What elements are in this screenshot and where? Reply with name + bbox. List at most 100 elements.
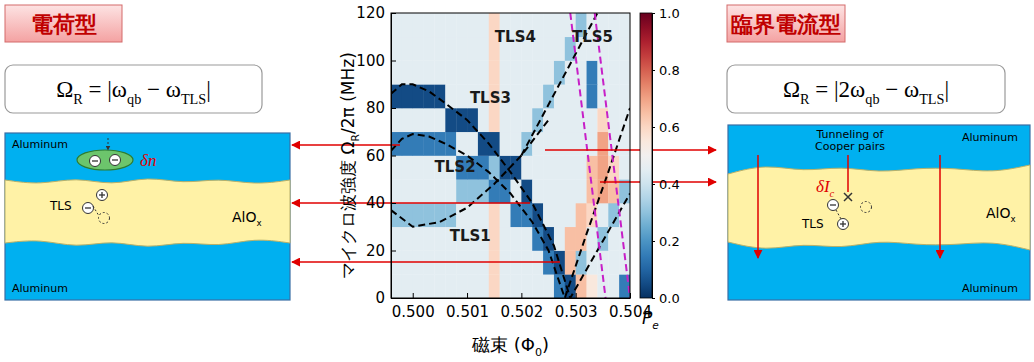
fit-curve bbox=[391, 84, 630, 298]
heatmap-cell bbox=[424, 84, 435, 108]
colorbar-tick: 0.4 bbox=[652, 177, 680, 192]
heatmap-cell bbox=[456, 37, 467, 61]
tick-label: 0.2 bbox=[659, 234, 680, 249]
heatmap-cell bbox=[456, 274, 467, 298]
charge-cloud bbox=[77, 150, 133, 170]
heatmap-cell bbox=[511, 132, 522, 156]
heatmap-cell bbox=[532, 274, 543, 298]
heatmap-cell bbox=[565, 84, 576, 108]
heatmap-cell bbox=[587, 132, 598, 156]
charge-sign bbox=[92, 160, 98, 161]
charge-circle bbox=[861, 202, 872, 213]
heatmap-cell bbox=[434, 227, 445, 251]
heatmap-cell bbox=[489, 108, 500, 132]
subscript: c bbox=[830, 188, 835, 199]
x-axis-title: 磁束 (Φ0) bbox=[471, 334, 549, 359]
heatmap-cell bbox=[424, 13, 435, 37]
title-box bbox=[727, 5, 845, 42]
tick-mark bbox=[391, 203, 396, 204]
tick-mark bbox=[652, 127, 655, 128]
heatmap-cell bbox=[554, 13, 565, 37]
dipole-bond bbox=[93, 206, 99, 216]
tick-label: 80 bbox=[366, 99, 385, 117]
tick-label: 0.8 bbox=[659, 63, 680, 78]
y-axis: 020406080100120 bbox=[356, 4, 396, 307]
heatmap-cell bbox=[413, 13, 424, 37]
heatmap-cell bbox=[445, 61, 456, 85]
curve-label: TLS4 bbox=[495, 28, 536, 46]
heatmap-cell bbox=[434, 108, 445, 132]
heatmap-cell bbox=[402, 108, 413, 132]
heatmap-cell bbox=[543, 132, 554, 156]
heatmap-cell bbox=[478, 37, 489, 61]
heatmap-cell bbox=[500, 274, 511, 298]
tick-label: 0.0 bbox=[659, 291, 680, 306]
heatmap-cell bbox=[543, 203, 554, 227]
heatmap-cell bbox=[391, 84, 402, 108]
heatmap-cell bbox=[619, 179, 630, 203]
heatmap-cell bbox=[456, 61, 467, 85]
heatmap-cell bbox=[521, 61, 532, 85]
colorbar-tick: 0.0 bbox=[652, 291, 680, 306]
heatmap-cell bbox=[391, 227, 402, 251]
heatmap-cell bbox=[445, 84, 456, 108]
formula-box bbox=[727, 65, 1005, 113]
heatmap-cell bbox=[424, 37, 435, 61]
text-part: = |ω bbox=[83, 77, 127, 102]
heatmap-cell bbox=[402, 179, 413, 203]
y-tick: 80 bbox=[366, 99, 396, 117]
heatmap-cell bbox=[521, 84, 532, 108]
charge-icon bbox=[828, 200, 839, 211]
heatmap-cell bbox=[500, 61, 511, 85]
charge-circle bbox=[97, 190, 108, 201]
heatmap-cell bbox=[576, 156, 587, 180]
heatmap-cell bbox=[424, 179, 435, 203]
heatmap-cell bbox=[424, 156, 435, 180]
colorbar-tick: 0.2 bbox=[652, 234, 680, 249]
heatmap-cell bbox=[521, 274, 532, 298]
heatmap-cell bbox=[543, 13, 554, 37]
tick-label: 0.500 bbox=[392, 303, 435, 321]
heatmap-cell bbox=[467, 132, 478, 156]
heatmap-cell bbox=[467, 37, 478, 61]
heatmap-cell bbox=[413, 274, 424, 298]
colorbar-tick: 1.0 bbox=[652, 6, 680, 21]
heatmap-cell bbox=[554, 179, 565, 203]
heatmap-cell bbox=[543, 37, 554, 61]
tick-label: 40 bbox=[366, 194, 385, 212]
heatmap-cell bbox=[424, 61, 435, 85]
subscript: TLS bbox=[919, 91, 944, 107]
text-part: マイクロ波強度 Ω bbox=[338, 141, 358, 278]
heatmap-cell bbox=[554, 84, 565, 108]
heatmap-cell bbox=[445, 108, 456, 132]
heatmap-cell bbox=[554, 37, 565, 61]
layer-label: Aluminum bbox=[962, 131, 1018, 144]
heatmap-cell bbox=[413, 227, 424, 251]
heatmap-cell bbox=[532, 156, 543, 180]
subscript: x bbox=[257, 218, 262, 228]
metal-layer bbox=[728, 125, 1030, 300]
text-part: AlO bbox=[232, 209, 257, 225]
tick-label: 0.4 bbox=[659, 177, 680, 192]
tls-label: TLS bbox=[49, 199, 72, 213]
y-tick: 0 bbox=[375, 289, 396, 307]
heatmap-cell bbox=[532, 108, 543, 132]
layer-label: AlOx bbox=[232, 209, 262, 228]
text-part: − ω bbox=[141, 77, 181, 102]
charge-circle bbox=[110, 155, 121, 166]
x-tick: 0.500 bbox=[392, 293, 435, 321]
heatmap-cell bbox=[619, 84, 630, 108]
colorbar-tick: 0.8 bbox=[652, 63, 680, 78]
tick-label: 100 bbox=[356, 52, 385, 70]
text-part: | bbox=[944, 77, 949, 102]
text-part: − ω bbox=[880, 77, 920, 102]
heatmap-cell bbox=[391, 61, 402, 85]
heatmap-cell bbox=[424, 132, 435, 156]
heatmap-cell bbox=[500, 179, 511, 203]
text-part: ) bbox=[542, 334, 549, 355]
tick-mark bbox=[521, 293, 522, 298]
charge-icon bbox=[110, 155, 121, 166]
x-axis: 0.5000.5010.5020.5030.504 bbox=[392, 293, 652, 321]
charge-icon bbox=[83, 203, 94, 214]
heatmap-cell bbox=[424, 108, 435, 132]
